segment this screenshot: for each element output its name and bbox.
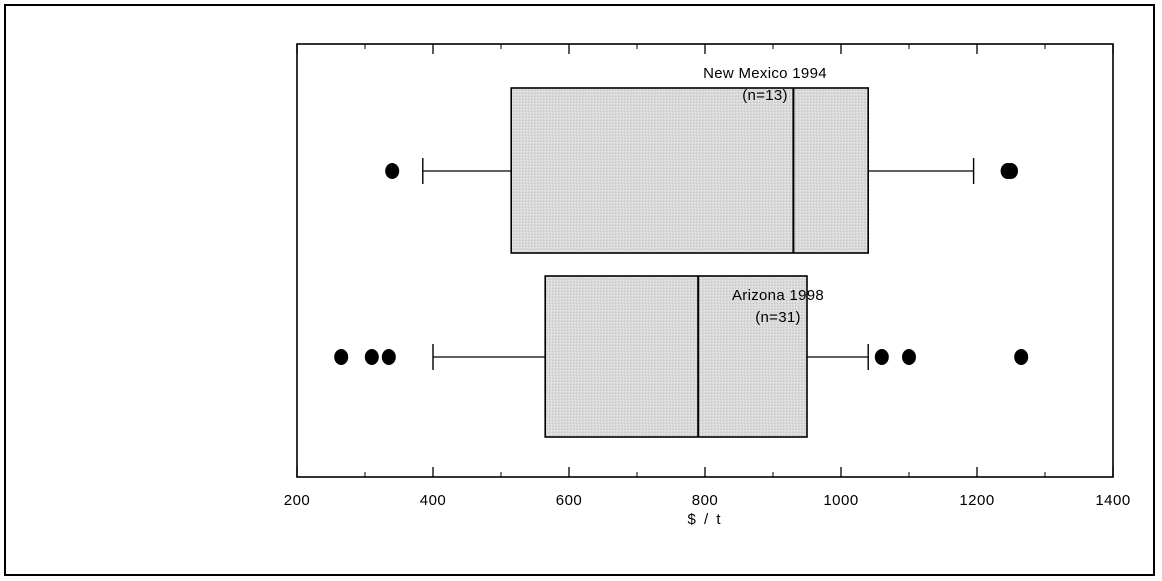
- x-tick-label: 1200: [959, 492, 994, 509]
- x-tick-label: 1000: [823, 492, 858, 509]
- x-tick-label: 200: [284, 492, 311, 509]
- outlier-point: [1004, 163, 1018, 179]
- series-n-label: (n=31): [755, 309, 801, 326]
- outlier-point: [334, 349, 349, 365]
- series-name-label: Arizona 1998: [732, 287, 824, 304]
- x-axis-label: $ / t: [687, 511, 722, 528]
- box-iqr: [544, 275, 808, 438]
- x-tick-label: 400: [420, 492, 447, 509]
- series-n-label: (n=13): [742, 87, 788, 104]
- outlier-point: [385, 163, 400, 179]
- outlier-point: [1014, 349, 1029, 365]
- outlier-point: [874, 349, 889, 365]
- series-name-label: New Mexico 1994: [703, 65, 827, 82]
- x-tick-label: 1400: [1095, 492, 1130, 509]
- x-tick-label: 600: [556, 492, 583, 509]
- outlier-point: [381, 349, 396, 365]
- x-tick-label: 800: [692, 492, 719, 509]
- outlier-point: [902, 349, 916, 365]
- outlier-point: [364, 349, 379, 365]
- box-iqr: [510, 87, 870, 254]
